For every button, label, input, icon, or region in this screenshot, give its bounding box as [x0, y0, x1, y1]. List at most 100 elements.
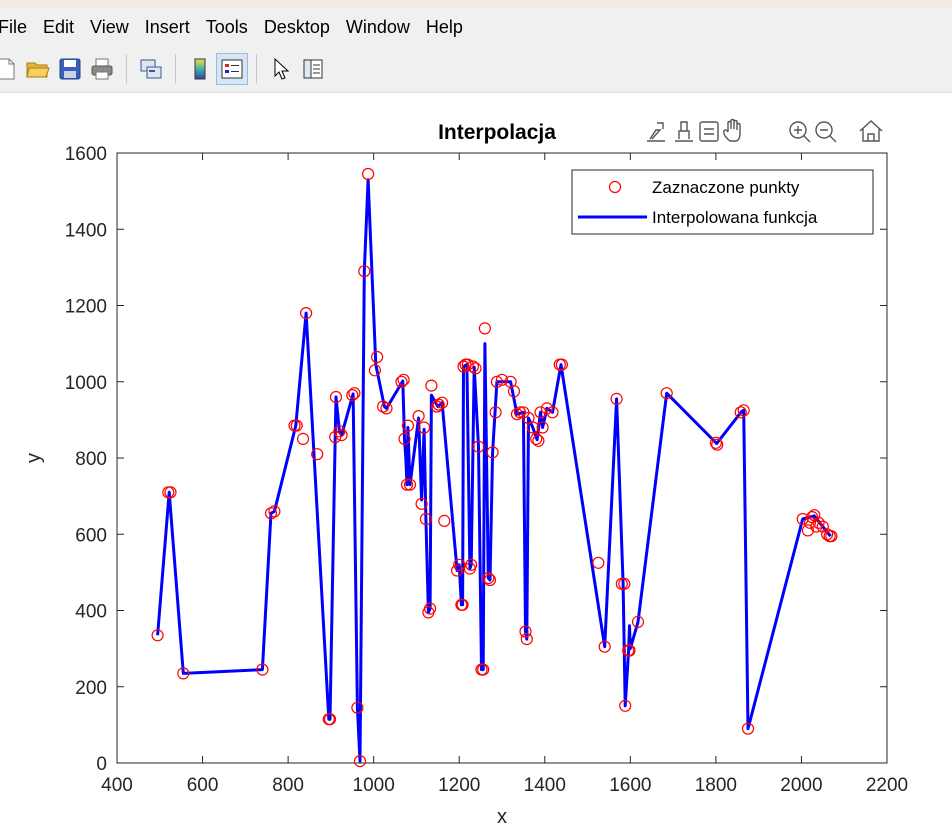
figure-toolbar: [0, 46, 952, 93]
data-point-marker: [623, 644, 636, 657]
x-tick-label: 1400: [524, 775, 566, 796]
data-point-marker: [598, 640, 611, 653]
data-point-marker: [362, 167, 375, 181]
data-point-marker: [478, 322, 491, 335]
data-point-marker: [351, 701, 364, 714]
y-axis-label: y: [23, 453, 45, 463]
data-point-marker: [353, 754, 367, 768]
data-point-marker: [418, 421, 431, 434]
x-tick-label: 600: [187, 775, 219, 796]
open-file-button[interactable]: [22, 53, 54, 85]
menu-file[interactable]: File: [0, 16, 28, 37]
save-figure-button[interactable]: [54, 53, 86, 85]
data-point-marker: [477, 663, 490, 676]
x-tick-label: 1800: [695, 775, 737, 796]
new-file-icon: [0, 58, 15, 80]
data-point-marker: [489, 406, 502, 419]
data-point-marker: [177, 667, 190, 680]
property-inspector-button[interactable]: [297, 53, 329, 85]
data-point-marker: [348, 387, 361, 400]
data-point-marker: [323, 713, 337, 726]
y-tick-label: 400: [75, 602, 107, 623]
y-tick-label: 600: [75, 525, 107, 546]
brush-icon[interactable]: [675, 121, 693, 142]
data-point-marker: [816, 520, 829, 533]
data-point-marker: [734, 406, 747, 419]
data-point-marker: [530, 432, 543, 445]
data-point-marker: [329, 390, 343, 404]
data-point-marker: [472, 440, 485, 453]
export-icon[interactable]: [647, 122, 665, 142]
y-tick-label: 1400: [65, 220, 107, 241]
data-point-marker: [520, 632, 533, 646]
menu-desktop[interactable]: Desktop: [263, 16, 330, 37]
menu-edit[interactable]: Edit: [43, 16, 75, 37]
insert-legend-button[interactable]: [216, 53, 248, 85]
pan-hand-icon[interactable]: [723, 118, 741, 142]
data-point-marker: [469, 362, 482, 375]
data-point-marker: [415, 497, 428, 510]
data-point-marker: [380, 402, 393, 415]
data-tips-icon[interactable]: [699, 121, 719, 142]
axes-toolbar: [647, 118, 883, 143]
menu-insert[interactable]: Insert: [144, 16, 190, 37]
data-point-marker: [290, 419, 303, 432]
y-tick-label: 0: [96, 754, 107, 775]
data-point-marker: [482, 572, 495, 585]
pointer-icon: [274, 57, 290, 80]
data-point-marker: [825, 530, 838, 543]
legend[interactable]: Zaznaczone punkty Interpolowana funkcja: [571, 169, 874, 235]
plot-canvas[interactable]: 400 600 800 1000 1200 1400 1600 1800 2000 2200 0 20…: [0, 93, 952, 834]
data-point-marker: [812, 516, 825, 529]
chart-title: Interpolacja: [438, 121, 556, 144]
link-plot-icon: [140, 59, 162, 79]
x-tick-label: 1200: [438, 775, 480, 796]
data-point-marker: [465, 558, 478, 571]
data-point-marker: [403, 478, 417, 491]
home-icon[interactable]: [859, 120, 883, 142]
data-point-marker: [438, 514, 451, 527]
link-plot-button[interactable]: [135, 53, 167, 85]
data-point-marker: [808, 509, 821, 522]
data-point-marker: [346, 389, 359, 402]
legend-box: [571, 169, 874, 235]
data-point-marker: [398, 432, 411, 445]
menu-help[interactable]: Help: [425, 16, 463, 37]
zoom-in-icon[interactable]: [789, 121, 811, 143]
x-tick-label: 2000: [780, 775, 822, 796]
data-point-marker: [796, 512, 809, 526]
print-icon: [91, 58, 113, 80]
y-tick-label: 200: [75, 678, 107, 699]
window-top-strip: [0, 0, 952, 8]
print-figure-button[interactable]: [86, 53, 118, 85]
data-point-marker: [436, 396, 449, 409]
toolbar-separator: [175, 54, 176, 84]
edit-plot-button[interactable]: [265, 53, 297, 85]
data-point-marker: [519, 625, 532, 638]
menu-view[interactable]: View: [90, 16, 129, 37]
data-point-marker: [490, 375, 503, 388]
menu-tools[interactable]: Tools: [205, 16, 248, 37]
new-figure-button[interactable]: [0, 53, 22, 85]
data-point-marker: [555, 358, 569, 371]
menu-window[interactable]: Window: [345, 16, 410, 37]
data-point-marker: [368, 364, 381, 377]
data-point-marker: [466, 360, 479, 373]
data-point-marker: [513, 406, 527, 419]
data-point-marker: [534, 406, 547, 419]
data-point-marker: [451, 564, 464, 577]
data-point-marker: [610, 392, 623, 405]
data-point-marker: [358, 265, 371, 278]
series-marker-group: [151, 167, 838, 768]
insert-colorbar-button[interactable]: [184, 53, 216, 85]
data-point-marker: [536, 421, 549, 434]
data-point-marker: [425, 379, 438, 392]
data-point-marker: [311, 448, 324, 461]
data-point-marker: [592, 556, 605, 569]
data-point-marker: [741, 722, 755, 735]
x-tick-label: 1600: [609, 775, 651, 796]
property-inspector-icon: [303, 59, 323, 79]
zoom-out-icon[interactable]: [815, 121, 837, 143]
data-point-marker: [507, 385, 521, 398]
data-point-marker: [453, 558, 466, 571]
